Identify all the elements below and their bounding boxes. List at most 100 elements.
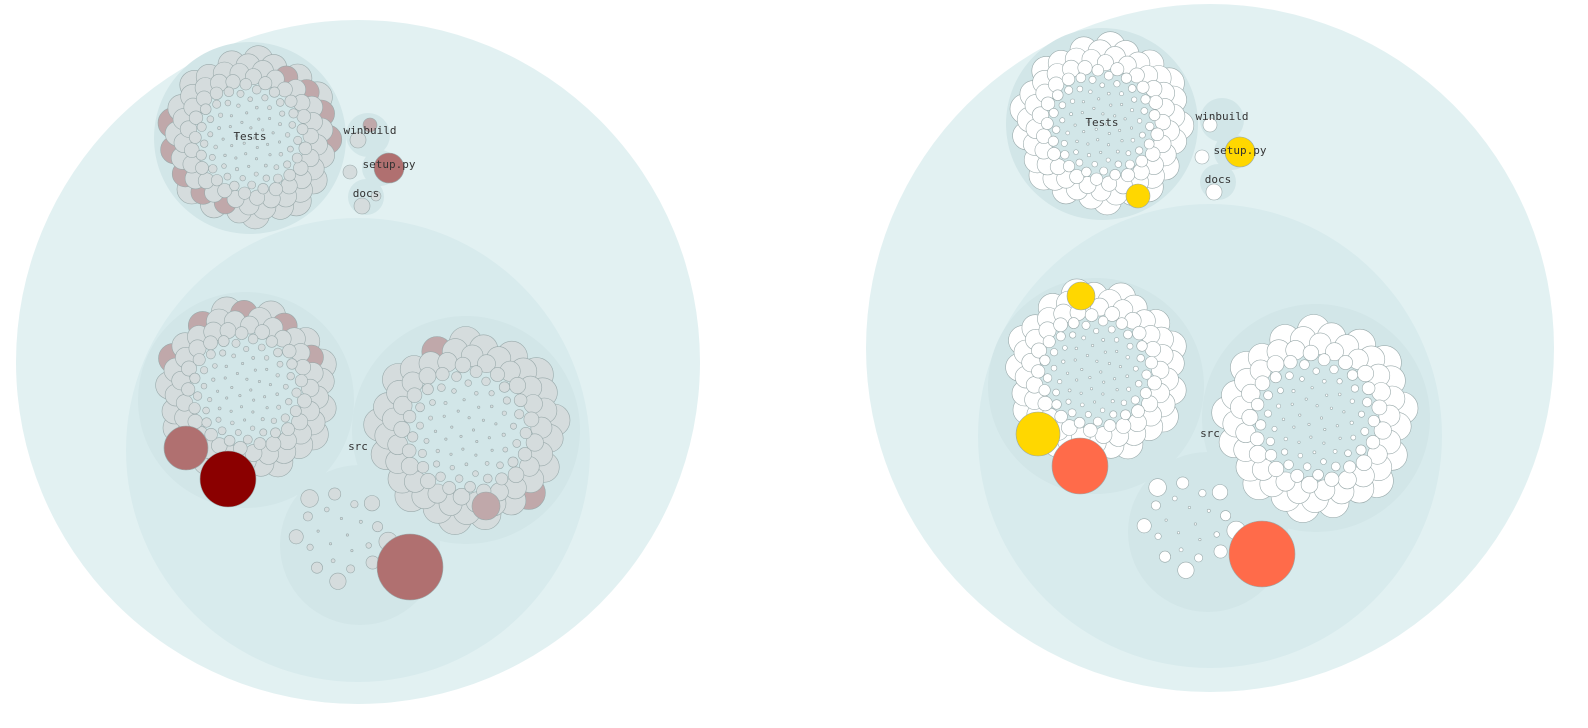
file-leaf-circle[interactable]: [1047, 147, 1061, 161]
file-leaf-circle[interactable]: [1356, 364, 1374, 382]
file-leaf-circle[interactable]: [1118, 365, 1122, 369]
file-leaf-circle[interactable]: [224, 99, 232, 107]
file-leaf-circle[interactable]: [1115, 149, 1120, 154]
file-leaf-circle[interactable]: [242, 141, 246, 145]
file-leaf-circle[interactable]: [277, 140, 281, 144]
file-leaf-circle[interactable]: [263, 395, 267, 399]
file-leaf-circle[interactable]: [217, 335, 230, 347]
file-leaf-circle[interactable]: [1373, 421, 1392, 440]
file-leaf-circle[interactable]: [471, 491, 501, 521]
file-leaf-circle[interactable]: [1047, 135, 1059, 147]
file-leaf-circle[interactable]: [1292, 425, 1296, 429]
file-leaf-circle[interactable]: [1120, 168, 1135, 183]
file-leaf-circle[interactable]: [417, 448, 427, 458]
file-leaf-circle[interactable]: [1291, 389, 1296, 393]
file-leaf-circle[interactable]: [1332, 449, 1338, 454]
file-leaf-circle[interactable]: [517, 447, 533, 462]
file-leaf-circle[interactable]: [510, 422, 517, 430]
file-leaf-circle[interactable]: [1125, 374, 1129, 378]
file-leaf-circle[interactable]: [433, 460, 441, 468]
file-leaf-circle[interactable]: [1290, 469, 1305, 483]
file-leaf-circle[interactable]: [1050, 364, 1058, 372]
file-leaf-circle[interactable]: [200, 366, 209, 375]
file-leaf-circle[interactable]: [207, 131, 214, 138]
file-leaf-circle[interactable]: [1136, 518, 1152, 534]
file-leaf-circle[interactable]: [228, 125, 232, 129]
file-leaf-circle[interactable]: [1101, 338, 1106, 342]
file-leaf-circle[interactable]: [1329, 364, 1339, 375]
file-leaf-circle[interactable]: [1360, 427, 1370, 436]
file-leaf-circle[interactable]: [188, 402, 201, 415]
file-leaf-circle[interactable]: [207, 397, 213, 403]
file-leaf-circle[interactable]: [1144, 341, 1162, 358]
file-leaf-circle[interactable]: [1255, 419, 1267, 431]
file-leaf-circle[interactable]: [415, 402, 425, 413]
file-leaf-circle[interactable]: [223, 153, 227, 157]
file-leaf-circle[interactable]: [285, 398, 293, 406]
file-leaf-circle[interactable]: [1075, 378, 1079, 382]
file-leaf-circle[interactable]: [259, 428, 268, 437]
file-leaf-circle[interactable]: [223, 172, 232, 181]
file-leaf-circle[interactable]: [1283, 355, 1298, 370]
file-leaf-circle[interactable]: [1092, 106, 1096, 110]
file-leaf-circle[interactable]: [1093, 400, 1097, 404]
file-leaf-circle[interactable]: [1060, 139, 1068, 147]
file-leaf-circle[interactable]: [239, 175, 246, 182]
file-leaf-circle[interactable]: [507, 456, 519, 468]
file-leaf-circle[interactable]: [245, 377, 249, 381]
file-leaf-circle[interactable]: [1312, 450, 1317, 455]
file-leaf-circle[interactable]: [501, 432, 506, 437]
file-leaf-circle[interactable]: [221, 163, 227, 169]
file-leaf-circle[interactable]: [306, 543, 314, 551]
file-leaf-circle[interactable]: [1198, 489, 1207, 498]
file-leaf-circle[interactable]: [1109, 103, 1113, 107]
file-leaf-circle[interactable]: [342, 164, 358, 180]
file-leaf-circle[interactable]: [1103, 350, 1107, 354]
file-leaf-circle[interactable]: [362, 117, 378, 133]
file-leaf-circle[interactable]: [464, 379, 472, 387]
file-leaf-circle[interactable]: [1324, 471, 1340, 487]
file-leaf-circle[interactable]: [1299, 376, 1305, 382]
file-leaf-circle[interactable]: [1081, 100, 1085, 104]
file-leaf-circle[interactable]: [1069, 169, 1085, 184]
file-leaf-circle[interactable]: [192, 353, 206, 366]
file-leaf-circle[interactable]: [1115, 349, 1119, 353]
file-leaf-circle[interactable]: [1135, 146, 1144, 155]
file-leaf-circle[interactable]: [1081, 166, 1092, 177]
file-leaf-circle[interactable]: [339, 516, 343, 520]
file-leaf-circle[interactable]: [1101, 392, 1105, 396]
file-leaf-circle[interactable]: [1095, 359, 1099, 363]
file-leaf-circle[interactable]: [1129, 67, 1145, 84]
file-leaf-circle[interactable]: [1091, 343, 1095, 347]
file-leaf-circle[interactable]: [253, 437, 267, 450]
file-leaf-circle[interactable]: [255, 157, 259, 161]
file-leaf-circle[interactable]: [1355, 444, 1367, 456]
file-leaf-circle[interactable]: [1110, 62, 1125, 77]
file-leaf-circle[interactable]: [282, 344, 297, 359]
file-leaf-circle[interactable]: [1266, 355, 1285, 373]
file-leaf-circle[interactable]: [475, 439, 479, 443]
file-leaf-circle[interactable]: [249, 189, 265, 206]
file-leaf-circle[interactable]: [1128, 84, 1137, 93]
file-leaf-circle[interactable]: [268, 86, 280, 98]
file-leaf-circle[interactable]: [1065, 130, 1070, 136]
file-leaf-circle[interactable]: [223, 376, 227, 380]
file-leaf-circle[interactable]: [1281, 417, 1286, 421]
file-leaf-circle[interactable]: [1205, 183, 1223, 201]
file-leaf-circle[interactable]: [1139, 131, 1146, 139]
file-leaf-circle[interactable]: [1251, 398, 1265, 412]
file-leaf-circle[interactable]: [234, 429, 242, 436]
file-leaf-circle[interactable]: [255, 146, 259, 150]
file-leaf-circle[interactable]: [435, 448, 440, 454]
file-leaf-circle[interactable]: [202, 406, 210, 415]
file-leaf-circle[interactable]: [1268, 460, 1285, 477]
file-leaf-circle[interactable]: [1081, 335, 1087, 341]
file-leaf-circle[interactable]: [254, 324, 270, 340]
file-leaf-circle[interactable]: [223, 86, 235, 98]
file-leaf-circle[interactable]: [1283, 436, 1288, 442]
file-leaf-circle[interactable]: [200, 139, 209, 148]
file-leaf-circle[interactable]: [235, 134, 239, 138]
file-leaf-circle[interactable]: [211, 377, 216, 382]
file-leaf-circle[interactable]: [1107, 91, 1111, 96]
file-leaf-circle[interactable]: [263, 163, 268, 168]
